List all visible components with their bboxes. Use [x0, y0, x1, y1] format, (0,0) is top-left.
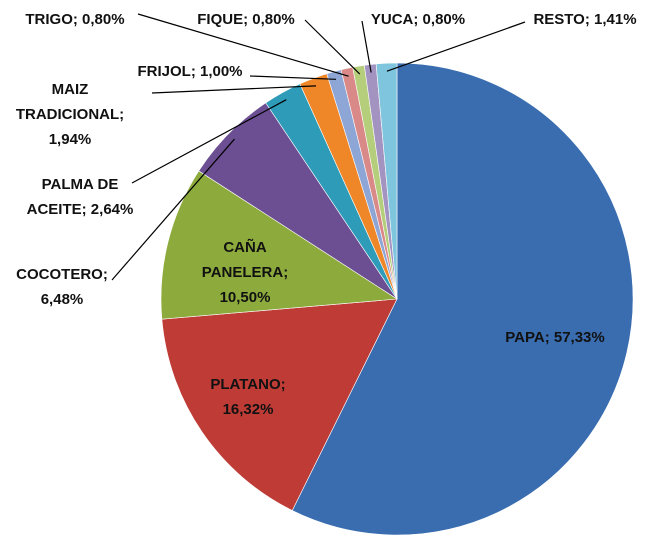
- pie-slice: [161, 298, 398, 511]
- leader-line: [361, 20, 372, 73]
- leader-line: [249, 75, 337, 80]
- slice-label: CAÑA: [223, 238, 266, 256]
- slice-label: PAPA; 57,33%: [505, 329, 605, 346]
- slice-label: 6,48%: [41, 291, 84, 308]
- slice-label: ACEITE; 2,64%: [27, 201, 134, 218]
- slice-label: COCOTERO;: [16, 266, 108, 283]
- slice-label: PALMA DE: [42, 176, 119, 193]
- leader-line: [111, 138, 235, 281]
- pie-slice: [160, 170, 398, 320]
- leader-line: [304, 19, 361, 75]
- slice-label: PLATANO;: [210, 376, 285, 393]
- pie-slice: [375, 62, 398, 300]
- slice-label: YUCA; 0,80%: [371, 11, 465, 28]
- slice-label: 1,94%: [49, 131, 92, 148]
- pie-slice: [291, 62, 634, 535]
- leader-line: [131, 99, 287, 184]
- leader-line: [386, 21, 526, 72]
- leader-line: [151, 85, 317, 94]
- slice-label: 16,32%: [223, 401, 274, 418]
- slice-label: 10,50%: [220, 289, 271, 306]
- leader-line: [137, 13, 349, 77]
- slice-label: FIQUE; 0,80%: [197, 11, 295, 28]
- slice-label: FRIJOL; 1,00%: [137, 63, 242, 80]
- slice-label: PANELERA;: [202, 264, 288, 281]
- slice-label: RESTO; 1,41%: [533, 11, 636, 28]
- slice-label: MAIZ: [52, 81, 89, 98]
- slice-label: TRIGO; 0,80%: [25, 11, 124, 28]
- slice-label: TRADICIONAL;: [16, 106, 124, 123]
